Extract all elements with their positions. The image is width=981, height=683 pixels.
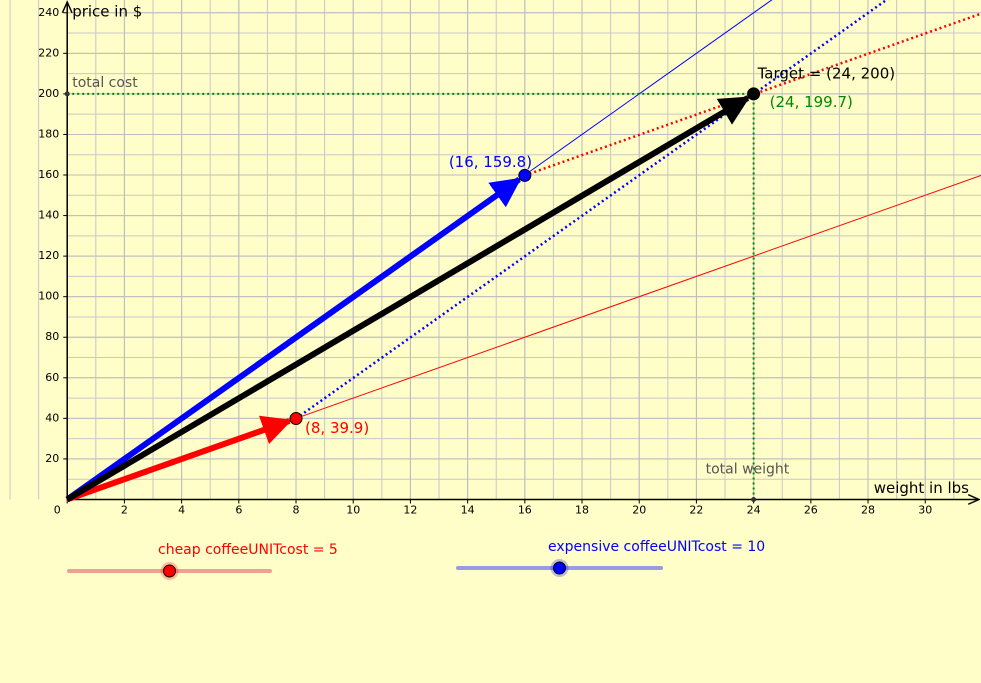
- slider-knob[interactable]: [553, 561, 566, 575]
- y-tick-label: 240: [38, 6, 59, 19]
- slider-knob[interactable]: [163, 564, 176, 578]
- x-tick-label: 22: [689, 503, 703, 516]
- point: [518, 168, 532, 182]
- y-tick-label: 140: [38, 209, 59, 222]
- vector: [66, 415, 293, 503]
- x-tick-label: 18: [575, 503, 589, 516]
- slider-label: expensive coffeeUNITcost = 10: [548, 539, 765, 555]
- expensive-dotted-line: [295, 0, 889, 420]
- vector: [65, 177, 522, 502]
- x-tick-label: 14: [461, 503, 475, 516]
- y-axis-label: price in $: [72, 3, 142, 21]
- x-tick-label: 6: [235, 503, 242, 516]
- x-tick-label: 30: [918, 503, 932, 516]
- x-tick-label: 16: [518, 503, 532, 516]
- x-tick-label: 8: [293, 503, 300, 516]
- y-tick-label: 60: [45, 371, 59, 384]
- guide-label: total weight: [706, 461, 790, 477]
- point-label: Target = (24, 200): [757, 64, 895, 82]
- y-tick-label: 120: [38, 249, 59, 262]
- guide-label: total cost: [72, 75, 138, 91]
- slider-label: cheap coffeeUNITcost = 5: [158, 542, 338, 558]
- point: [289, 412, 303, 426]
- x-tick-label: 28: [861, 503, 875, 516]
- x-tick-label: 26: [804, 503, 818, 516]
- y-tick-label: 40: [45, 411, 59, 424]
- y-tick-label: 80: [45, 330, 59, 343]
- point-label: (16, 159.8): [449, 153, 532, 171]
- y-tick-label: 180: [38, 127, 59, 140]
- x-tick-label: 12: [403, 503, 417, 516]
- y-tick-label: 200: [38, 87, 59, 100]
- axis-point: [751, 496, 757, 502]
- x-tick-label: 24: [747, 503, 761, 516]
- point-label: (24, 199.7): [770, 93, 853, 111]
- x-tick-label: 4: [178, 503, 185, 516]
- y-tick-label: 100: [38, 290, 59, 303]
- x-tick-label: 2: [121, 503, 128, 516]
- axis-point: [64, 91, 70, 97]
- x-axis-label: weight in lbs: [874, 479, 969, 497]
- y-tick-label: 20: [45, 452, 59, 465]
- point-label: (8, 39.9): [305, 419, 369, 437]
- x-tick-label: 10: [346, 503, 360, 516]
- x-tick-label: 0: [54, 503, 61, 516]
- point: [747, 87, 761, 101]
- x-tick-label: 20: [632, 503, 646, 516]
- y-tick-label: 220: [38, 46, 59, 59]
- y-tick-label: 160: [38, 168, 59, 181]
- vector: [65, 95, 751, 503]
